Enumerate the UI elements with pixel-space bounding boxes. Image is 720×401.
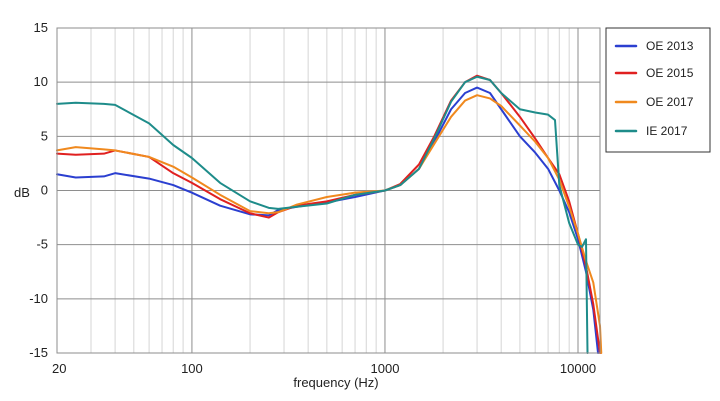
x-tick-label: 1000 [371,361,400,376]
y-tick-label: -15 [29,345,48,360]
y-axis-label: dB [14,185,30,200]
y-tick-label: 10 [34,74,48,89]
y-ticks: 15 10 5 0 -5 -10 -15 [29,20,48,360]
y-tick-label: 5 [41,128,48,143]
series-layer [56,74,603,354]
legend-label-oe-2015: OE 2015 [646,66,694,80]
legend-label-ie-2017: IE 2017 [646,124,688,138]
series-line-ie-2017 [56,75,589,354]
x-tick-label: 10000 [560,361,596,376]
legend-label-oe-2017: OE 2017 [646,95,694,109]
y-tick-label: 15 [34,20,48,35]
legend-label-oe-2013: OE 2013 [646,39,694,53]
x-ticks: 20 100 1000 10000 [52,361,596,376]
legend: OE 2013 OE 2015 OE 2017 IE 2017 [605,27,711,153]
y-tick-label: -5 [36,237,48,252]
y-tick-label: 0 [41,183,48,198]
plot-frame [56,27,601,354]
x-tick-label: 100 [181,361,203,376]
y-tick-label: -10 [29,291,48,306]
x-axis-label: frequency (Hz) [293,375,378,390]
x-tick-label: 20 [52,361,66,376]
